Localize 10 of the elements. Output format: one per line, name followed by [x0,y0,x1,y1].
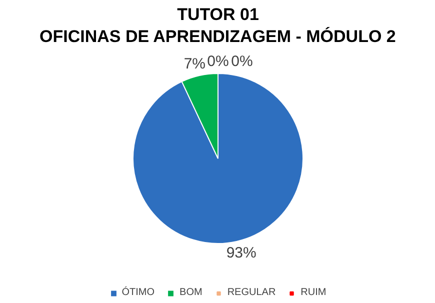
text: 0% [231,53,253,70]
chart-subtitle: OFICINAS DE APRENDIZAGEM - MÓDULO 2 [39,26,396,46]
text: 0% [207,53,229,70]
data-label: 7% [184,55,206,72]
legend-label: ÓTIMO [122,287,155,298]
legend-label: REGULAR [227,287,276,298]
data-label: 93% [226,244,256,262]
chart-title: TUTOR 01 [177,5,259,24]
legend-label: RUIM [300,287,326,298]
legend-label: BOM [180,287,202,298]
